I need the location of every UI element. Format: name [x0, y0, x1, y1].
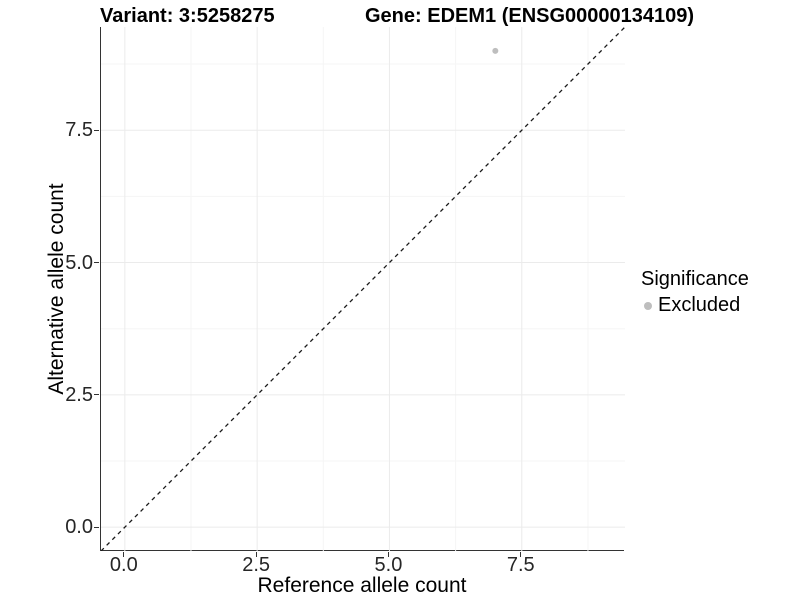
x-axis-label: Reference allele count	[257, 574, 467, 597]
legend-item: Excluded	[641, 294, 799, 317]
x-axis-tick-mark	[123, 552, 125, 557]
y-axis-tick-label: 2.5	[65, 383, 93, 406]
x-axis-tick-mark	[387, 552, 389, 557]
legend-items: Excluded	[641, 294, 799, 317]
plot-panel	[100, 27, 625, 551]
plot-panel-canvas	[101, 27, 625, 551]
plot-title-variant: Variant: 3:5258275	[100, 5, 275, 27]
y-axis-label: Alternative allele count	[45, 183, 68, 395]
y-axis-tick-mark	[94, 394, 99, 396]
y-axis-tick-mark	[94, 526, 99, 528]
y-axis-tick-label: 5.0	[65, 251, 93, 274]
x-axis-tick-mark	[255, 552, 257, 557]
x-axis-tick-label: 7.5	[506, 554, 535, 576]
x-axis-tick-label: 5.0	[374, 554, 403, 576]
data-point	[492, 47, 499, 54]
legend-key-point-icon	[644, 301, 652, 310]
legend-title: Significance	[641, 268, 749, 290]
x-axis-tick-label: 0.0	[109, 554, 138, 576]
plot-title-gene: Gene: EDEM1 (ENSG00000134109)	[365, 5, 695, 27]
y-axis-tick-mark	[94, 262, 99, 264]
y-axis-tick-mark	[94, 129, 99, 131]
x-axis-tick-mark	[520, 552, 522, 557]
identity-reference-line	[101, 27, 625, 551]
legend-item-label: Excluded	[658, 294, 741, 316]
x-axis-tick-label: 2.5	[242, 554, 271, 576]
y-axis-tick-label: 7.5	[65, 119, 93, 142]
legend: Significance Excluded	[641, 268, 799, 317]
y-axis-tick-label: 0.0	[65, 516, 93, 539]
